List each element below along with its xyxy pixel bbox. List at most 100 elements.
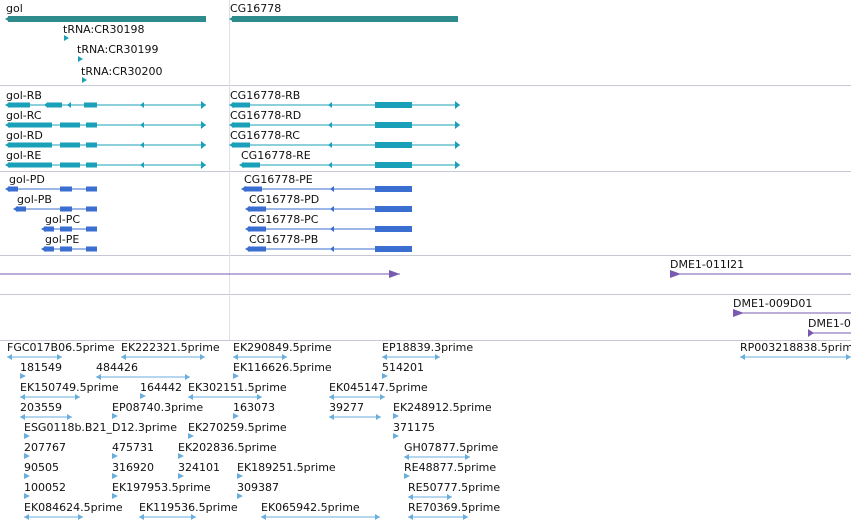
est-label[interactable]: EK065942.5prime [261, 501, 360, 514]
transcript-glyph [44, 102, 48, 108]
est-glyph [329, 414, 334, 420]
est-label[interactable]: GH07877.5prime [404, 441, 499, 454]
protein-glyph [245, 246, 250, 252]
est-label[interactable]: EK150749.5prime [20, 381, 119, 394]
transcript-label[interactable]: CG16778-RD [230, 109, 302, 122]
transcript-label[interactable]: gol-RC [6, 109, 42, 122]
est-label[interactable]: EK197953.5prime [112, 481, 211, 494]
protein-label[interactable]: CG16778-PB [249, 233, 319, 246]
est-glyph [20, 396, 80, 398]
gene-label[interactable]: tRNA:CR30199 [77, 43, 159, 56]
transcript-glyph [232, 122, 250, 128]
protein-label[interactable]: CG16778-PE [244, 173, 313, 186]
est-label[interactable]: FGC017B06.5prime [7, 341, 115, 354]
est-label[interactable]: 203559 [20, 401, 62, 414]
est-label[interactable]: EK119536.5prime [139, 501, 238, 514]
est-glyph [188, 433, 194, 439]
protein-label[interactable]: gol-PC [45, 213, 81, 226]
est-label[interactable]: EK290849.5prime [233, 341, 332, 354]
transcript-glyph [201, 141, 206, 149]
est-label[interactable]: 475731 [112, 441, 154, 454]
est-glyph [20, 414, 25, 420]
est-label[interactable]: EK189251.5prime [237, 461, 336, 474]
est-glyph [257, 394, 262, 400]
protein-glyph [248, 246, 266, 252]
protein-glyph [244, 186, 262, 192]
transcript-glyph [5, 122, 10, 128]
transcript-label[interactable]: CG16778-RB [230, 89, 301, 102]
protein-glyph [16, 208, 97, 210]
gene-label[interactable]: tRNA:CR30198 [63, 23, 145, 36]
est-label[interactable]: 316920 [112, 461, 154, 474]
est-label[interactable]: 371175 [393, 421, 435, 434]
est-label[interactable]: 90505 [24, 461, 59, 474]
region-divider [229, 0, 230, 340]
clone-label[interactable]: DME1-0 [808, 317, 851, 330]
est-label[interactable]: RE50777.5prime [408, 481, 501, 494]
est-label[interactable]: EK045147.5prime [329, 381, 428, 394]
est-label[interactable]: EP18839.3prime [382, 341, 474, 354]
est-glyph [20, 394, 25, 400]
gene-label[interactable]: tRNA:CR30200 [81, 65, 163, 78]
est-glyph [261, 514, 266, 520]
est-label[interactable]: EK248912.5prime [393, 401, 492, 414]
protein-glyph [41, 246, 46, 252]
protein-label[interactable]: gol-PB [17, 193, 52, 206]
est-label[interactable]: 324101 [178, 461, 220, 474]
transcript-label[interactable]: gol-RD [6, 129, 43, 142]
est-label[interactable]: EK222321.5prime [121, 341, 220, 354]
est-label[interactable]: EK116626.5prime [233, 361, 332, 374]
est-label[interactable]: 514201 [382, 361, 424, 374]
est-label[interactable]: ESG0118b.B21_D12.3prime [24, 421, 177, 434]
est-label[interactable]: EK270259.5prime [188, 421, 287, 434]
clone-label[interactable]: DME1-011I21 [670, 258, 745, 271]
transcript-glyph [375, 122, 412, 128]
est-label[interactable]: 207767 [24, 441, 66, 454]
est-label[interactable]: EK302151.5prime [188, 381, 287, 394]
est-glyph [191, 514, 196, 520]
est-glyph [740, 356, 851, 358]
est-label[interactable]: RE48877.5prime [404, 461, 497, 474]
transcript-label[interactable]: gol-RB [6, 89, 42, 102]
est-label[interactable]: 484426 [96, 361, 138, 374]
est-label[interactable]: 309387 [237, 481, 279, 494]
est-label[interactable]: EP08740.3prime [112, 401, 204, 414]
transcript-glyph [375, 162, 412, 168]
track-separator [0, 171, 851, 172]
protein-glyph [375, 206, 412, 212]
clone-label[interactable]: DME1-009D01 [733, 297, 813, 310]
est-glyph [463, 514, 468, 520]
protein-glyph [244, 188, 412, 190]
transcript-label[interactable]: CG16778-RE [241, 149, 311, 162]
est-label[interactable]: 164442 [140, 381, 182, 394]
transcript-glyph [232, 124, 460, 126]
gene-label[interactable]: CG16778 [230, 2, 282, 15]
est-label[interactable]: 100052 [24, 481, 66, 494]
est-glyph [78, 514, 83, 520]
protein-glyph [86, 206, 97, 212]
transcript-glyph [232, 104, 460, 106]
transcript-glyph [201, 161, 206, 169]
est-label[interactable]: 163073 [233, 401, 275, 414]
transcript-glyph [8, 122, 52, 128]
clone-strand-arrow [733, 309, 744, 317]
transcript-label[interactable]: gol-RE [6, 149, 42, 162]
est-label[interactable]: EK202836.5prime [178, 441, 277, 454]
gene-label[interactable]: gol [6, 2, 23, 15]
protein-label[interactable]: gol-PD [9, 173, 45, 186]
protein-label[interactable]: CG16778-PC [249, 213, 319, 226]
transcript-label[interactable]: CG16778-RC [230, 129, 300, 142]
est-glyph [24, 514, 29, 520]
est-label[interactable]: 181549 [20, 361, 62, 374]
est-label[interactable]: RE70369.5prime [408, 501, 501, 514]
transcript-glyph [8, 124, 206, 126]
transcript-glyph [242, 162, 260, 168]
est-label[interactable]: EK084624.5prime [24, 501, 123, 514]
protein-glyph [241, 186, 246, 192]
protein-label[interactable]: gol-PE [45, 233, 80, 246]
est-glyph [404, 473, 410, 479]
est-label[interactable]: 39277 [329, 401, 364, 414]
protein-label[interactable]: CG16778-PD [249, 193, 320, 206]
est-glyph [7, 354, 12, 360]
est-label[interactable]: RP003218838.5prime [740, 341, 851, 354]
